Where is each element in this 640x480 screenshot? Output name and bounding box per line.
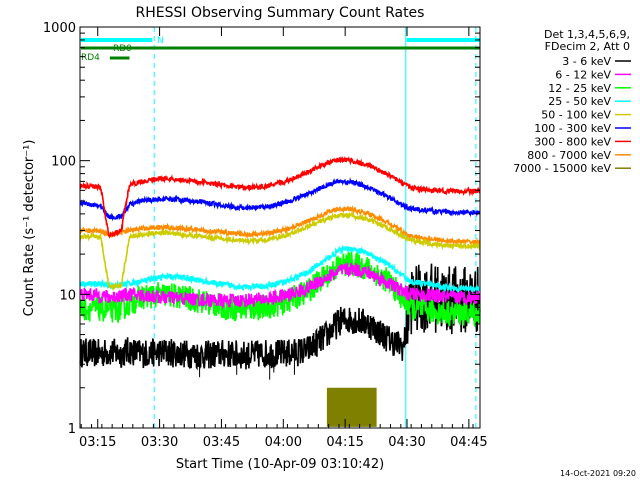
footer-date: 14-Oct-2021 09:20	[560, 469, 636, 478]
x-tick-label: 03:30	[141, 435, 178, 450]
status-bar-label-n: N	[157, 36, 164, 46]
plot-area: N RD0 RD4	[79, 27, 481, 428]
legend-header-line-1: FDecim 2, Att 0	[545, 40, 630, 53]
y-tick-label: 1000	[43, 21, 76, 36]
status-bar-label-rd4: RD4	[81, 53, 100, 63]
legend: Det 1,3,4,5,6,9,FDecim 2, Att 0 3 - 6 keV…	[513, 28, 631, 175]
series-7000-15000-kev	[326, 387, 377, 427]
x-tick-label: 04:45	[450, 435, 487, 450]
legend-header-line-0: Det 1,3,4,5,6,9,	[544, 28, 630, 41]
axes: 1 10 100 1000 03:15 03:30 03:45 04:00 04:15 04:30…	[43, 21, 488, 450]
series-6-12kev-line	[79, 262, 481, 310]
x-tick-label: 04:00	[265, 435, 302, 450]
legend-entry-label: 6 - 12 keV	[555, 68, 611, 81]
plot-frame	[79, 26, 481, 429]
legend-entry-label: 300 - 800 keV	[534, 135, 611, 148]
series-100-300kev-line	[79, 177, 481, 222]
series-25-50kev-line	[79, 244, 481, 294]
x-tick-label: 03:15	[79, 435, 116, 450]
x-axis-label: Start Time (10-Apr-09 03:10:42)	[176, 457, 384, 472]
x-tick-label: 04:15	[326, 435, 363, 450]
legend-entry-label: 50 - 100 keV	[541, 109, 611, 122]
y-tick-label: 1	[68, 422, 76, 437]
legend-entry-label: 12 - 25 keV	[548, 82, 611, 95]
series-50-100kev-line	[79, 210, 481, 291]
x-tick-label: 03:45	[203, 435, 240, 450]
legend-entry-label: 100 - 300 keV	[534, 122, 611, 135]
chart-title: RHESSI Observing Summary Count Rates	[136, 5, 425, 21]
y-tick-label: 10	[59, 288, 76, 303]
y-axis-label: Count Rate (s⁻¹ detector⁻¹)	[22, 140, 37, 317]
legend-entry-label: 7000 - 15000 keV	[513, 162, 611, 175]
series-3-6kev-line	[79, 263, 481, 371]
legend-entry-label: 800 - 7000 keV	[527, 149, 611, 162]
legend-entry-label: 3 - 6 keV	[562, 55, 611, 68]
y-tick-label: 100	[51, 155, 76, 170]
x-tick-label: 04:30	[388, 435, 425, 450]
status-bar-label-rd0: RD0	[113, 44, 132, 54]
legend-entry-label: 25 - 50 keV	[548, 95, 611, 108]
series-300-800kev-line	[79, 155, 481, 239]
